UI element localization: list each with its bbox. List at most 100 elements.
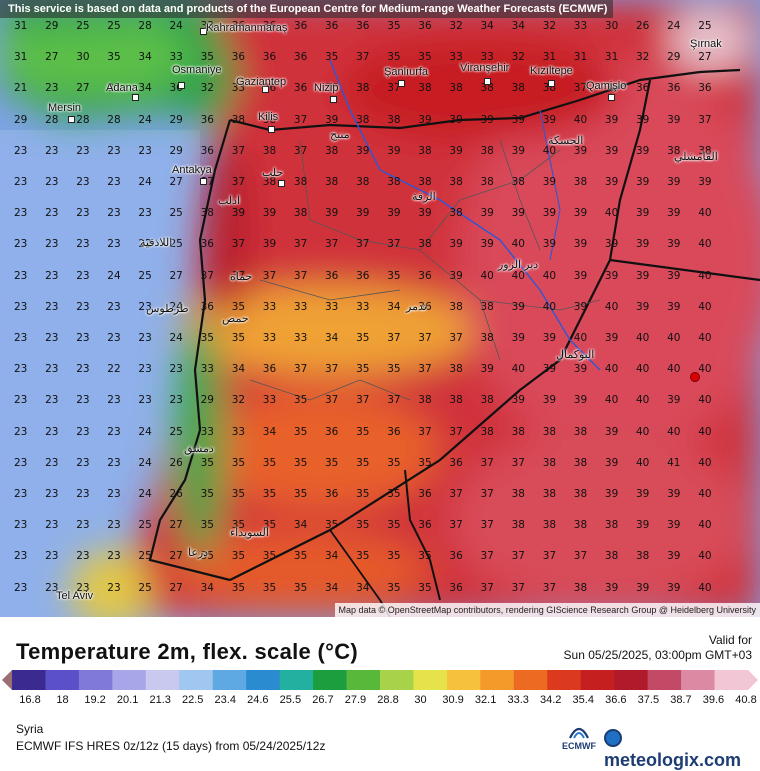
- temperature-value: 27: [169, 269, 183, 282]
- meteologix-logo[interactable]: meteologix.com: [604, 729, 760, 771]
- temperature-value: 39: [667, 581, 681, 594]
- temperature-value: 35: [293, 488, 308, 500]
- temperature-value: 30: [76, 51, 90, 64]
- temperature-value: 35: [231, 300, 246, 313]
- temperature-value: 23: [45, 82, 59, 95]
- location-marker[interactable]: [690, 372, 700, 382]
- temperature-value: 38: [604, 550, 619, 563]
- temperature-value: 36: [200, 238, 214, 251]
- temperature-value: 28: [45, 113, 59, 126]
- temperature-value: 37: [418, 363, 432, 376]
- temperature-value: 39: [636, 113, 650, 126]
- temperature-value: 36: [449, 581, 463, 594]
- temperature-value: 23: [107, 425, 121, 438]
- temperature-value: 25: [698, 20, 712, 32]
- city-label: Şanlıurfa: [384, 66, 429, 78]
- temperature-value: 39: [604, 425, 619, 438]
- scale-color-segment: [446, 670, 481, 690]
- temperature-value: 39: [480, 363, 494, 376]
- temperature-value: 39: [667, 394, 681, 407]
- temperature-value: 23: [14, 425, 28, 438]
- temperature-value: 38: [387, 113, 401, 126]
- temperature-value: 36: [636, 82, 650, 95]
- temperature-value: 39: [604, 456, 619, 469]
- scale-color-segment: [346, 670, 381, 690]
- temperature-value: 23: [45, 581, 59, 594]
- temperature-value: 33: [449, 51, 463, 64]
- temperature-value: 35: [418, 51, 432, 64]
- temperature-value: 35: [200, 456, 214, 469]
- temperature-value: 38: [449, 82, 463, 95]
- temperature-value: 38: [262, 176, 277, 188]
- temperature-value: 36: [200, 300, 214, 313]
- temperature-value: 40: [511, 269, 525, 282]
- temperature-value: 35: [387, 581, 401, 594]
- temperature-map[interactable]: 31 29 25 25 28 24 33 36 36 36 36 36 35 36 32 34 34 32 33 30…: [0, 0, 760, 617]
- temperature-value: 28: [107, 113, 121, 126]
- temperature-value: 33: [573, 20, 588, 32]
- temperature-value: 33: [325, 300, 339, 313]
- temperature-value: 24: [169, 300, 183, 313]
- temperature-value: 33: [293, 332, 308, 344]
- temperature-value: 39: [636, 300, 650, 313]
- temperature-value: 40: [604, 300, 619, 313]
- valid-label: Valid for: [708, 633, 752, 647]
- temperature-value: 35: [356, 550, 370, 563]
- temperature-value: 39: [511, 207, 525, 220]
- ecmwf-disclaimer: This service is based on data and produc…: [0, 0, 614, 18]
- city-label: Qamişlo: [586, 80, 627, 92]
- temperature-value: 35: [262, 581, 277, 594]
- temperature-value: 38: [449, 207, 463, 220]
- scale-color-segment: [279, 670, 314, 690]
- temperature-value: 39: [636, 144, 650, 157]
- city-marker: [200, 28, 207, 35]
- temperature-value: 23: [14, 238, 28, 251]
- region-name: Syria: [16, 722, 44, 736]
- city-label: طرطوس: [146, 303, 189, 315]
- temperature-value: 26: [636, 20, 650, 32]
- temperature-value: 40: [667, 363, 681, 376]
- temperature-value: 23: [14, 488, 28, 500]
- temperature-value: 23: [169, 394, 183, 407]
- temperature-value: 40: [604, 394, 619, 407]
- temperature-value: 27: [76, 82, 90, 95]
- temperature-value: 33: [262, 300, 277, 313]
- temperature-value: 23: [76, 176, 90, 188]
- city-label: Tel Aviv: [56, 590, 94, 602]
- temperature-value: 25: [138, 269, 152, 282]
- temperature-value: 39: [511, 113, 525, 126]
- temperature-value: 37: [449, 332, 463, 344]
- temperature-value: 37: [387, 82, 401, 95]
- temperature-value: 38: [356, 176, 370, 188]
- city-label: ادلب: [218, 195, 241, 207]
- temperature-value: 36: [418, 488, 432, 500]
- temperature-value: 35: [262, 550, 277, 563]
- temperature-value: 31: [542, 51, 557, 64]
- temperature-value: 35: [387, 456, 401, 469]
- temperature-value: 40: [636, 456, 650, 469]
- scale-tick-label: 35.4: [572, 694, 594, 706]
- valid-time: Sun 05/25/2025, 03:00pm GMT+03: [563, 648, 752, 662]
- temperature-value: 36: [325, 82, 339, 95]
- temperature-value: 38: [573, 519, 588, 532]
- temperature-value: 23: [76, 300, 90, 313]
- scale-tick-label: 24.6: [247, 694, 269, 706]
- map-attribution[interactable]: Map data © OpenStreetMap contributors, r…: [334, 603, 760, 617]
- temperature-value: 39: [636, 488, 650, 500]
- ecmwf-logo[interactable]: ECMWF: [560, 724, 598, 751]
- temperature-value: 39: [387, 207, 401, 220]
- temperature-value: 40: [698, 269, 712, 282]
- city-label: منبج: [330, 129, 350, 141]
- temperature-value: 39: [667, 207, 681, 220]
- temperature-value: 23: [107, 394, 121, 407]
- temperature-value: 35: [387, 488, 401, 500]
- scale-tick-label: 23.4: [214, 694, 236, 706]
- temperature-value: 38: [698, 144, 712, 157]
- temperature-value: 33: [169, 51, 183, 64]
- scale-color-segment: [78, 670, 113, 690]
- temperature-value: 23: [14, 144, 28, 157]
- temperature-value: 25: [138, 581, 152, 594]
- city-label: Mersin: [48, 102, 82, 114]
- scale-tick-label: 16.8: [19, 694, 41, 706]
- temperature-value: 38: [356, 113, 370, 126]
